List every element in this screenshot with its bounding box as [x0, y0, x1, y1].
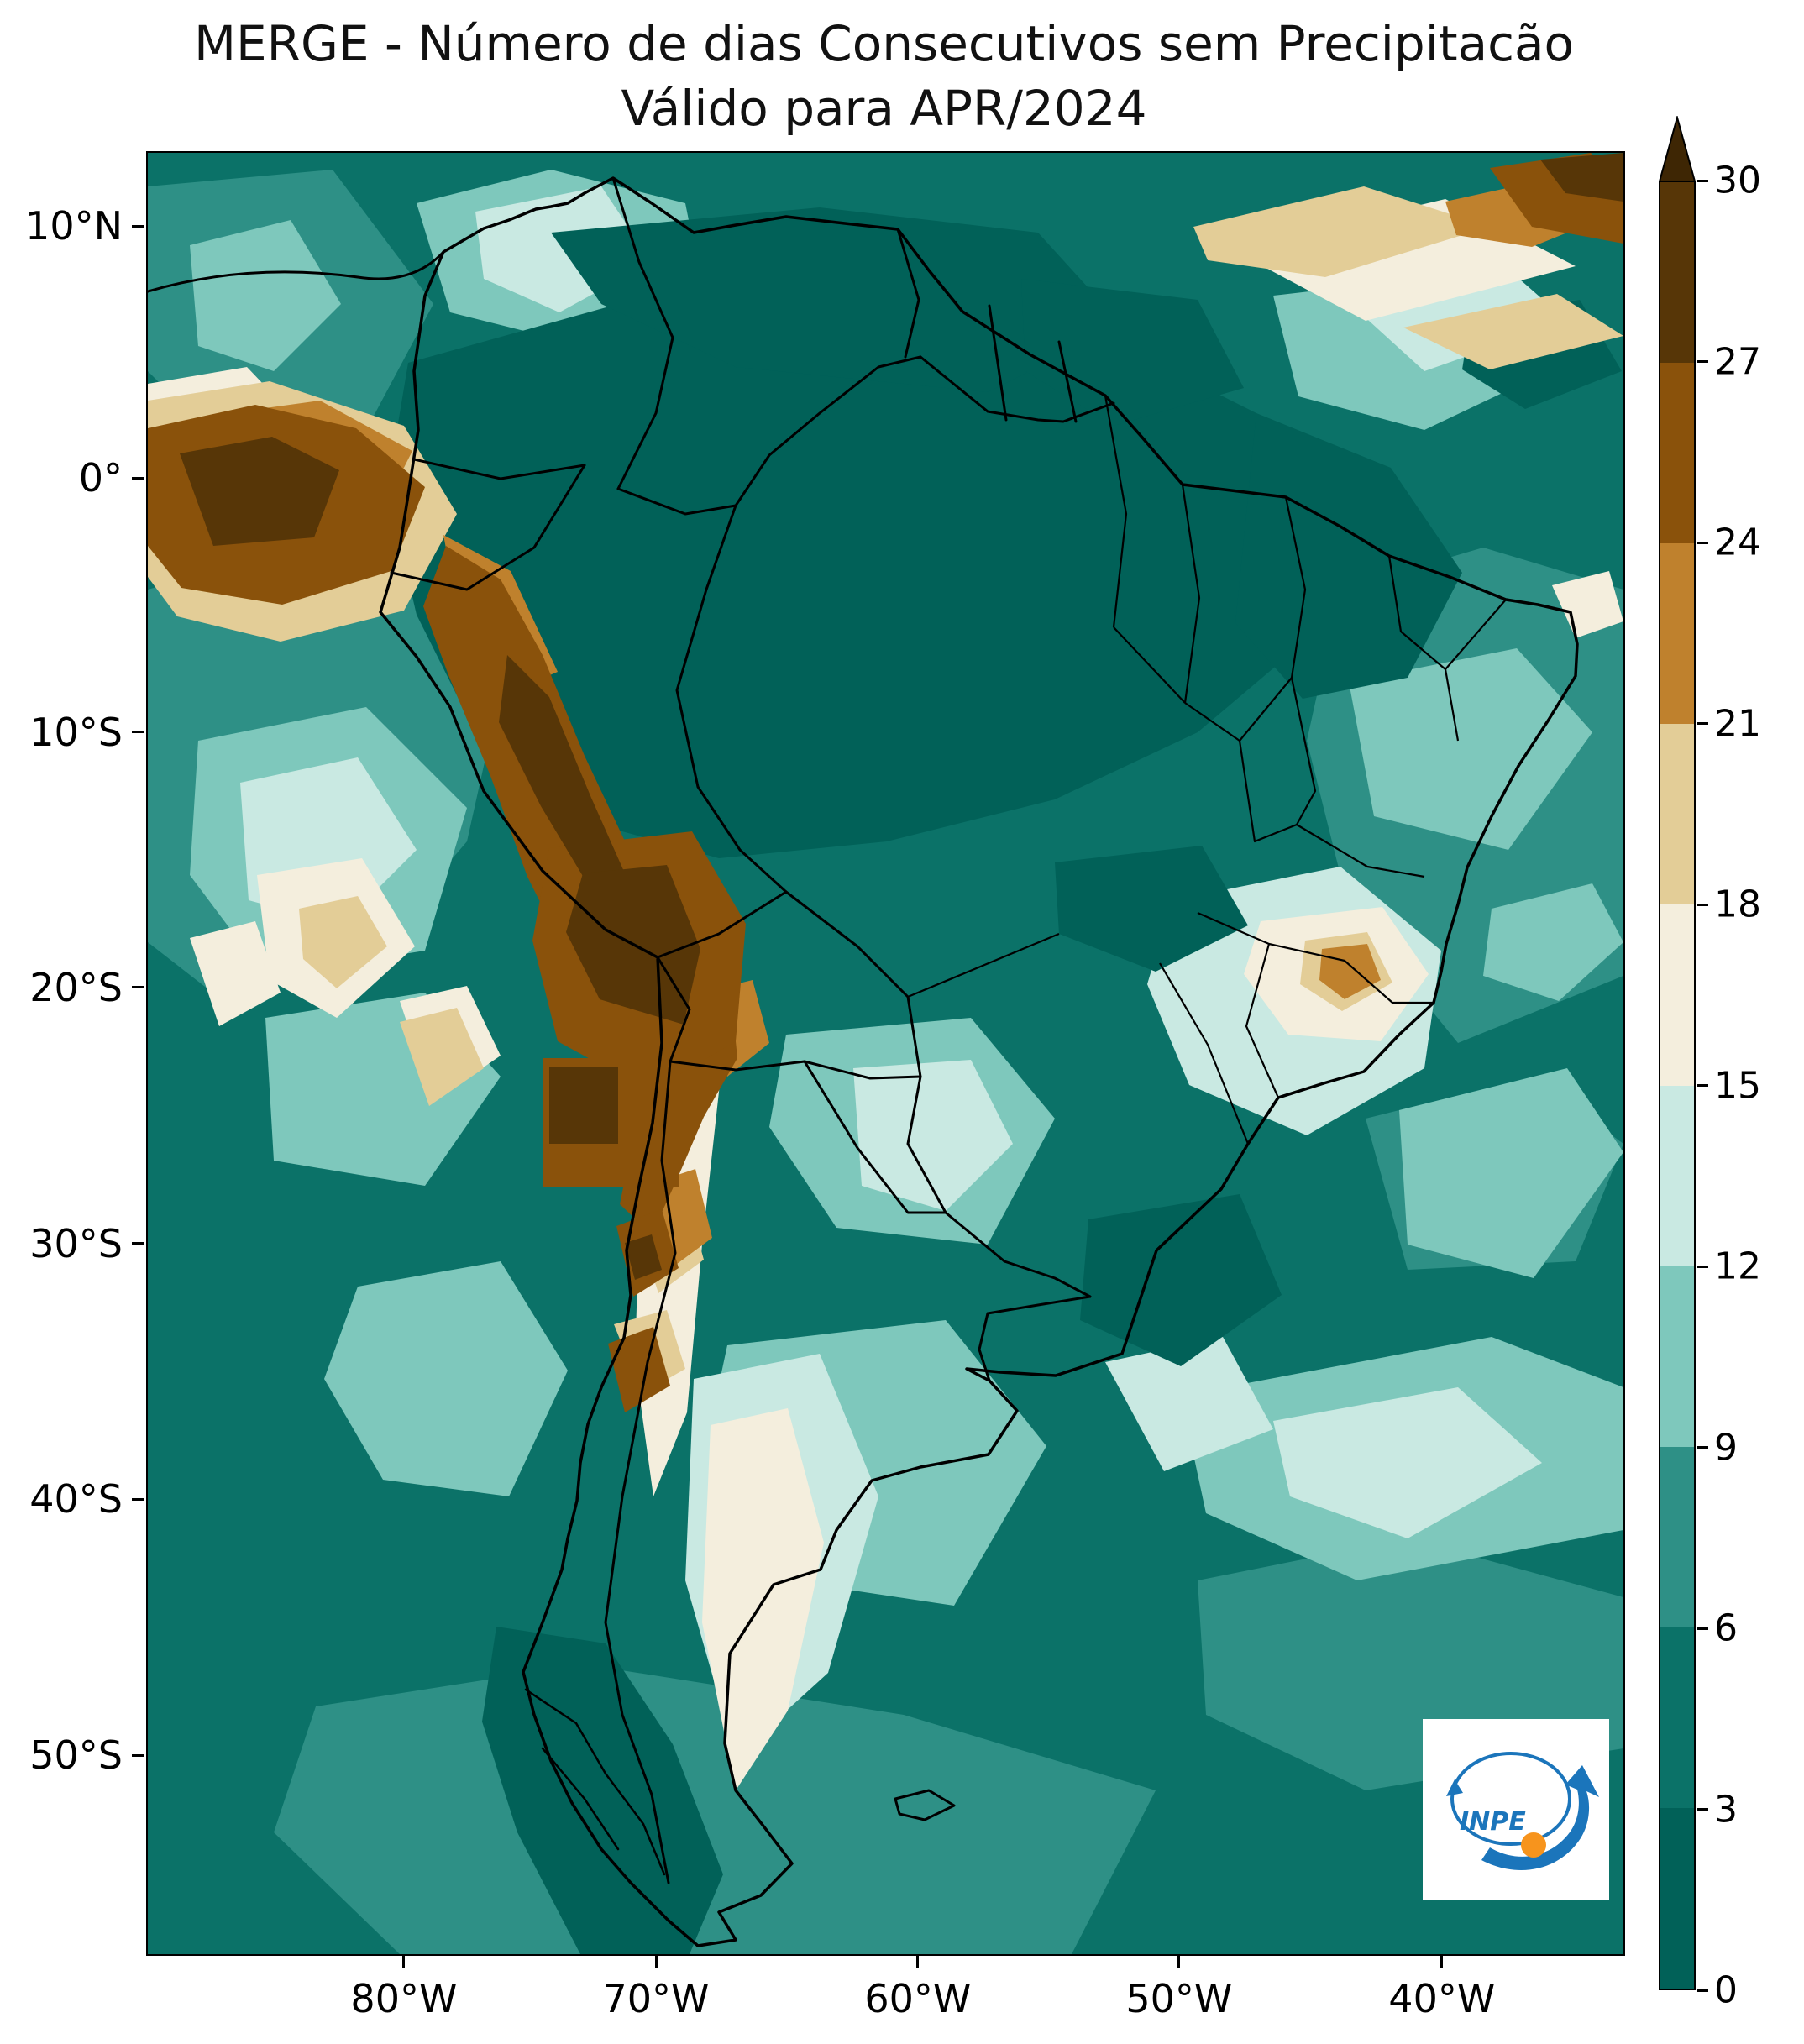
colorbar-segment-12-15	[1660, 1085, 1694, 1266]
colorbar-tick-label: 6	[1714, 1606, 1738, 1650]
colorbar-segment-18-21	[1660, 724, 1694, 905]
chart-title-line1: MERGE - Número de dias Consecutivos sem …	[193, 15, 1575, 72]
lon-tick-label: 60°W	[864, 1976, 972, 2021]
colorbar-segment-21-24	[1660, 543, 1694, 725]
colorbar	[1659, 181, 1696, 1990]
lat-tick-mark	[132, 1753, 144, 1757]
inpe-logo-graphic: INPE	[1446, 1752, 1599, 1871]
lat-tick-label: 20°S	[29, 964, 123, 1010]
colorbar-tick-mark	[1697, 722, 1708, 725]
borders-layer	[148, 176, 1579, 1947]
falkland-islands	[894, 1789, 956, 1821]
lon-tick-mark	[402, 1955, 406, 1968]
lat-tick-mark	[132, 986, 144, 989]
lat-tick-label: 10°N	[25, 203, 123, 249]
colorbar-tick-label: 0	[1714, 1968, 1738, 2012]
colorbar-segment-24-27	[1660, 363, 1694, 544]
panama-coast	[148, 250, 445, 293]
colorbar-tick-label: 18	[1714, 883, 1761, 926]
lat-tick-mark	[132, 476, 144, 480]
colorbar-tick-mark	[1697, 1265, 1708, 1268]
chart-title-line2: Válido para APR/2024	[621, 79, 1147, 137]
colorbar-tick-mark	[1697, 360, 1708, 363]
colorbar-extend-arrow	[1659, 116, 1696, 182]
lat-tick-mark	[132, 224, 144, 228]
lon-tick-label: 40°W	[1388, 1976, 1496, 2021]
colorbar-segment-9-12	[1660, 1266, 1694, 1447]
raster-layer	[148, 153, 1623, 1954]
colorbar-tick-mark	[1697, 1627, 1708, 1630]
colorbar-tick-mark	[1697, 1989, 1708, 1992]
lat-tick-label: 0°	[78, 455, 123, 501]
colorbar-tick-label: 21	[1714, 702, 1761, 745]
lon-tick-label: 50°W	[1125, 1976, 1233, 2021]
colorbar-tick-label: 9	[1714, 1426, 1738, 1469]
colorbar-tick-mark	[1697, 1808, 1708, 1811]
lon-tick-mark	[1440, 1955, 1444, 1968]
colorbar-tick-mark	[1697, 903, 1708, 906]
inpe-logo: INPE	[1423, 1719, 1609, 1900]
state-borders-layer	[907, 395, 1507, 1145]
map-plot: INPE	[146, 151, 1625, 1956]
colorbar-segment-6-9	[1660, 1446, 1694, 1627]
lat-tick-label: 50°S	[29, 1732, 123, 1779]
inpe-orbit-arrowhead	[1446, 1779, 1463, 1796]
colorbar-tick-label: 3	[1714, 1788, 1738, 1831]
lat-tick-mark	[132, 1497, 144, 1501]
colorbar-tick-label: 15	[1714, 1064, 1761, 1107]
colorbar-tick-label: 12	[1714, 1245, 1761, 1288]
colorbar-tick-label: 30	[1714, 159, 1761, 202]
lon-tick-mark	[916, 1955, 920, 1968]
colorbar-tick-mark	[1697, 179, 1708, 182]
lat-tick-label: 30°S	[29, 1220, 123, 1266]
inpe-logo-text: INPE	[1460, 1807, 1526, 1837]
colorbar-segment-3-6	[1660, 1627, 1694, 1808]
lon-tick-mark	[654, 1955, 658, 1968]
lat-tick-mark	[132, 731, 144, 734]
colorbar-tick-label: 24	[1714, 521, 1761, 564]
colorbar-tick-mark	[1697, 1446, 1708, 1449]
lat-tick-mark	[132, 1242, 144, 1245]
lon-tick-label: 80°W	[350, 1976, 458, 2021]
inpe-swirl-arrow	[1481, 1765, 1599, 1871]
colorbar-tick-mark	[1697, 1084, 1708, 1087]
lon-tick-label: 70°W	[602, 1976, 710, 2021]
lat-tick-label: 40°S	[29, 1476, 123, 1523]
lat-tick-label: 10°S	[29, 709, 123, 755]
colorbar-segment-15-18	[1660, 904, 1694, 1086]
chart-title: MERGE - Número de dias Consecutivos sem …	[146, 12, 1622, 140]
map-svg	[148, 153, 1623, 1954]
lon-tick-mark	[1177, 1955, 1181, 1968]
colorbar-segment-0-3	[1660, 1807, 1694, 1989]
inpe-orbit	[1450, 1752, 1571, 1846]
colorbar-segment-27-30	[1660, 182, 1694, 364]
colorbar-tick-label: 27	[1714, 340, 1761, 383]
inpe-orange-sphere	[1521, 1832, 1546, 1858]
colorbar-tick-mark	[1697, 541, 1708, 544]
